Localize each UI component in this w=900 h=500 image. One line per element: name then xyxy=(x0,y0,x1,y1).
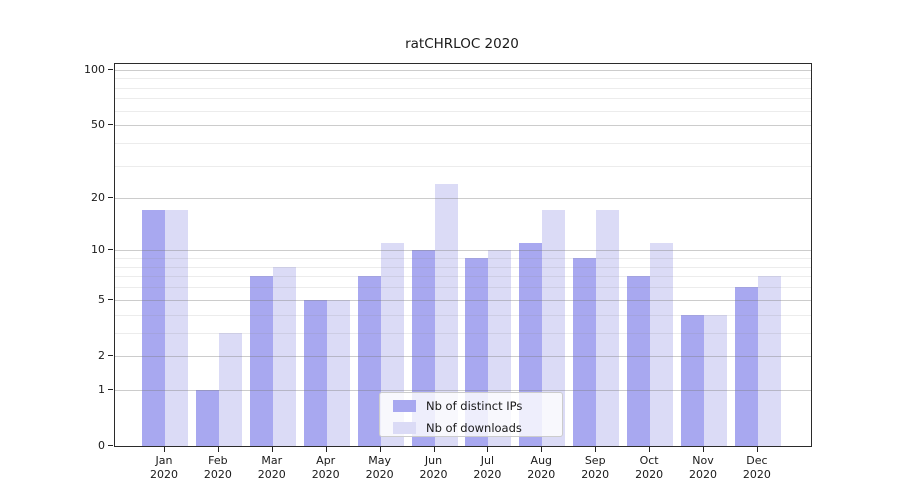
bar-downloads-feb xyxy=(218,332,242,446)
y-axis-tick-label: 2 xyxy=(98,349,105,363)
x-axis-tick xyxy=(703,447,704,452)
x-axis-tick xyxy=(379,447,381,452)
gridline-minor-9 xyxy=(115,258,811,260)
y-axis-tick-label: 20 xyxy=(91,190,105,204)
x-axis-tick xyxy=(487,447,489,452)
x-axis-tick-label: Oct 2020 xyxy=(635,454,664,481)
bar-downloads-apr xyxy=(326,299,350,446)
x-axis-tick-label: Jan 2020 xyxy=(150,454,178,481)
bar-distinct-ips-mar xyxy=(249,276,273,446)
x-axis-tick-label: Jun 2020 xyxy=(419,454,448,481)
bar-downloads-jan xyxy=(165,210,188,446)
y-axis-tick xyxy=(108,249,113,251)
bar-distinct-ips-apr xyxy=(303,299,327,446)
x-axis-tick-label: May 2020 xyxy=(365,454,394,481)
x-axis-tick-label: Apr 2020 xyxy=(311,454,340,481)
x-axis-tick xyxy=(595,447,597,452)
y-axis-tick xyxy=(108,124,113,126)
legend: Nb of distinct IPs Nb of downloads xyxy=(379,392,563,437)
x-axis-tick xyxy=(325,447,327,452)
y-axis-tick xyxy=(108,196,113,198)
x-axis-tick xyxy=(756,447,758,452)
x-axis-tick xyxy=(271,447,273,452)
gridline-minor-4 xyxy=(115,314,811,316)
bar-distinct-ips-feb xyxy=(195,389,219,446)
gridline-major-20 xyxy=(115,197,811,199)
x-axis-tick-label: Sep 2020 xyxy=(581,454,610,481)
legend-swatch-downloads xyxy=(393,422,416,434)
bar-distinct-ips-may xyxy=(357,276,381,446)
gridline-major-2 xyxy=(115,356,811,358)
x-axis-tick xyxy=(541,447,543,452)
bar-downloads-oct xyxy=(650,243,674,446)
y-axis-tick-label: 10 xyxy=(91,243,105,257)
y-axis-tick xyxy=(108,355,113,357)
plot-area xyxy=(114,63,812,447)
gridline-minor-70 xyxy=(115,98,811,100)
x-axis-tick-label: Mar 2020 xyxy=(257,454,286,481)
bar-distinct-ips-dec xyxy=(734,287,758,446)
x-axis-tick-label: Aug 2020 xyxy=(527,454,556,481)
y-axis-tick-label: 0 xyxy=(98,439,105,452)
gridline-major-5 xyxy=(115,299,811,301)
y-axis-tick-label: 50 xyxy=(91,118,105,132)
gridline-minor-80 xyxy=(115,87,811,89)
legend-label: Nb of distinct IPs xyxy=(426,399,523,413)
bar-downloads-aug xyxy=(542,210,566,446)
bar-distinct-ips-sep xyxy=(573,258,597,446)
y-axis-tick xyxy=(108,445,113,446)
gridline-minor-8 xyxy=(115,266,811,268)
bar-downloads-mar xyxy=(272,266,296,446)
x-axis-tick xyxy=(164,447,165,452)
y-axis-tick-label: 100 xyxy=(84,62,105,76)
gridline-minor-30 xyxy=(115,165,811,167)
bar-distinct-ips-jan xyxy=(142,210,165,446)
y-axis-tick-label: 1 xyxy=(98,382,105,396)
gridline-minor-6 xyxy=(115,287,811,289)
y-axis-tick xyxy=(108,388,113,390)
x-axis-tick-label: Nov 2020 xyxy=(689,454,717,481)
bar-downloads-dec xyxy=(757,276,781,446)
y-axis-tick-label: 5 xyxy=(98,292,105,306)
chart-title: ratCHRLOC 2020 xyxy=(405,36,519,52)
bar-downloads-jun xyxy=(434,183,458,446)
gridline-minor-90 xyxy=(115,78,811,80)
gridline-minor-3 xyxy=(115,332,811,334)
bar-distinct-ips-nov xyxy=(681,314,704,446)
gridline-minor-7 xyxy=(115,276,811,278)
legend-swatch-distinct-ips xyxy=(393,400,416,412)
x-axis-tick-label: Dec 2020 xyxy=(742,454,771,481)
x-axis-tick xyxy=(217,447,219,452)
gridline-minor-40 xyxy=(115,143,811,145)
bar-downloads-sep xyxy=(596,210,620,446)
x-axis-tick xyxy=(433,447,435,452)
gridline-minor-60 xyxy=(115,110,811,112)
x-axis-tick-label: Jul 2020 xyxy=(473,454,502,481)
y-axis-tick xyxy=(108,68,113,70)
bar-downloads-nov xyxy=(704,314,727,446)
gridline-major-10 xyxy=(115,250,811,252)
legend-label: Nb of downloads xyxy=(426,421,522,435)
x-axis-tick-label: Feb 2020 xyxy=(203,454,232,481)
y-axis-tick xyxy=(108,298,113,300)
gridline-major-50 xyxy=(115,125,811,127)
x-axis-tick xyxy=(649,447,651,452)
bar-distinct-ips-oct xyxy=(627,276,651,446)
gridline-major-100 xyxy=(115,69,811,71)
gridline-major-1 xyxy=(115,389,811,391)
